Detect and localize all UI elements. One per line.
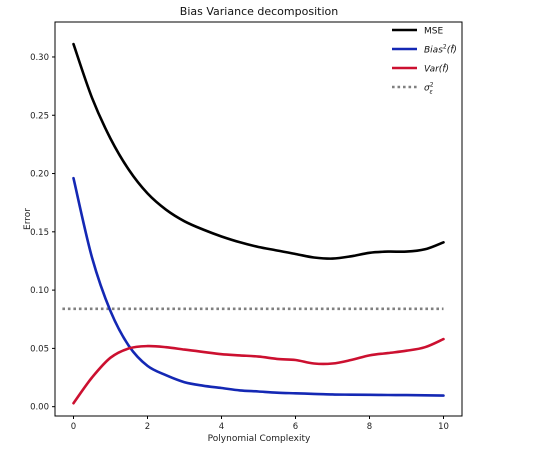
plot-frame: [54, 21, 463, 417]
y-axis: 0.00 0.05 0.10 0.15 0.20 0.25 0.30: [30, 53, 55, 413]
legend-label-main: σ: [424, 84, 430, 94]
series-layer: [62, 42, 445, 405]
legend-label-main: Var: [424, 65, 440, 75]
y-tick-label: 0.00: [30, 403, 49, 413]
chart-title: Bias Variance decomposition: [180, 5, 338, 18]
x-tick-label: 4: [219, 422, 224, 432]
y-tick-label: 0.05: [30, 344, 49, 354]
legend-label-noise-variance: σ2 ε: [424, 82, 434, 96]
legend-label-bias-squared: Bias2(f̂): [424, 44, 457, 56]
x-tick-label: 6: [293, 422, 298, 432]
y-tick-label: 0.25: [30, 111, 49, 121]
y-tick-label: 0.10: [30, 286, 49, 296]
variance-line: [72, 337, 445, 405]
bias-squared-line: [72, 176, 445, 397]
legend-label-mse: MSE: [424, 27, 443, 37]
legend-label-tail: (f̂): [439, 63, 449, 75]
x-tick-label: 0: [71, 422, 76, 432]
x-tick-label: 2: [145, 422, 150, 432]
legend-label-sub: ε: [430, 89, 434, 96]
legend-label-sup: 2: [430, 82, 434, 89]
legend-label-variance: Var(f̂): [424, 63, 449, 75]
x-axis-label: Polynomial Complexity: [208, 434, 311, 444]
x-tick-label: 10: [438, 422, 449, 432]
x-tick-label: 8: [367, 422, 372, 432]
y-tick-label: 0.20: [30, 170, 49, 180]
y-axis-label: Error: [23, 208, 33, 230]
legend-label-main: Bias: [424, 46, 443, 56]
mse-line: [72, 42, 445, 260]
y-tick-label: 0.15: [30, 228, 49, 238]
legend-label-tail: (f̂): [447, 44, 457, 56]
x-axis: 0 2 4 6 8 10: [71, 416, 449, 432]
y-tick-label: 0.30: [30, 53, 49, 63]
legend-label-sup: 2: [443, 44, 447, 51]
